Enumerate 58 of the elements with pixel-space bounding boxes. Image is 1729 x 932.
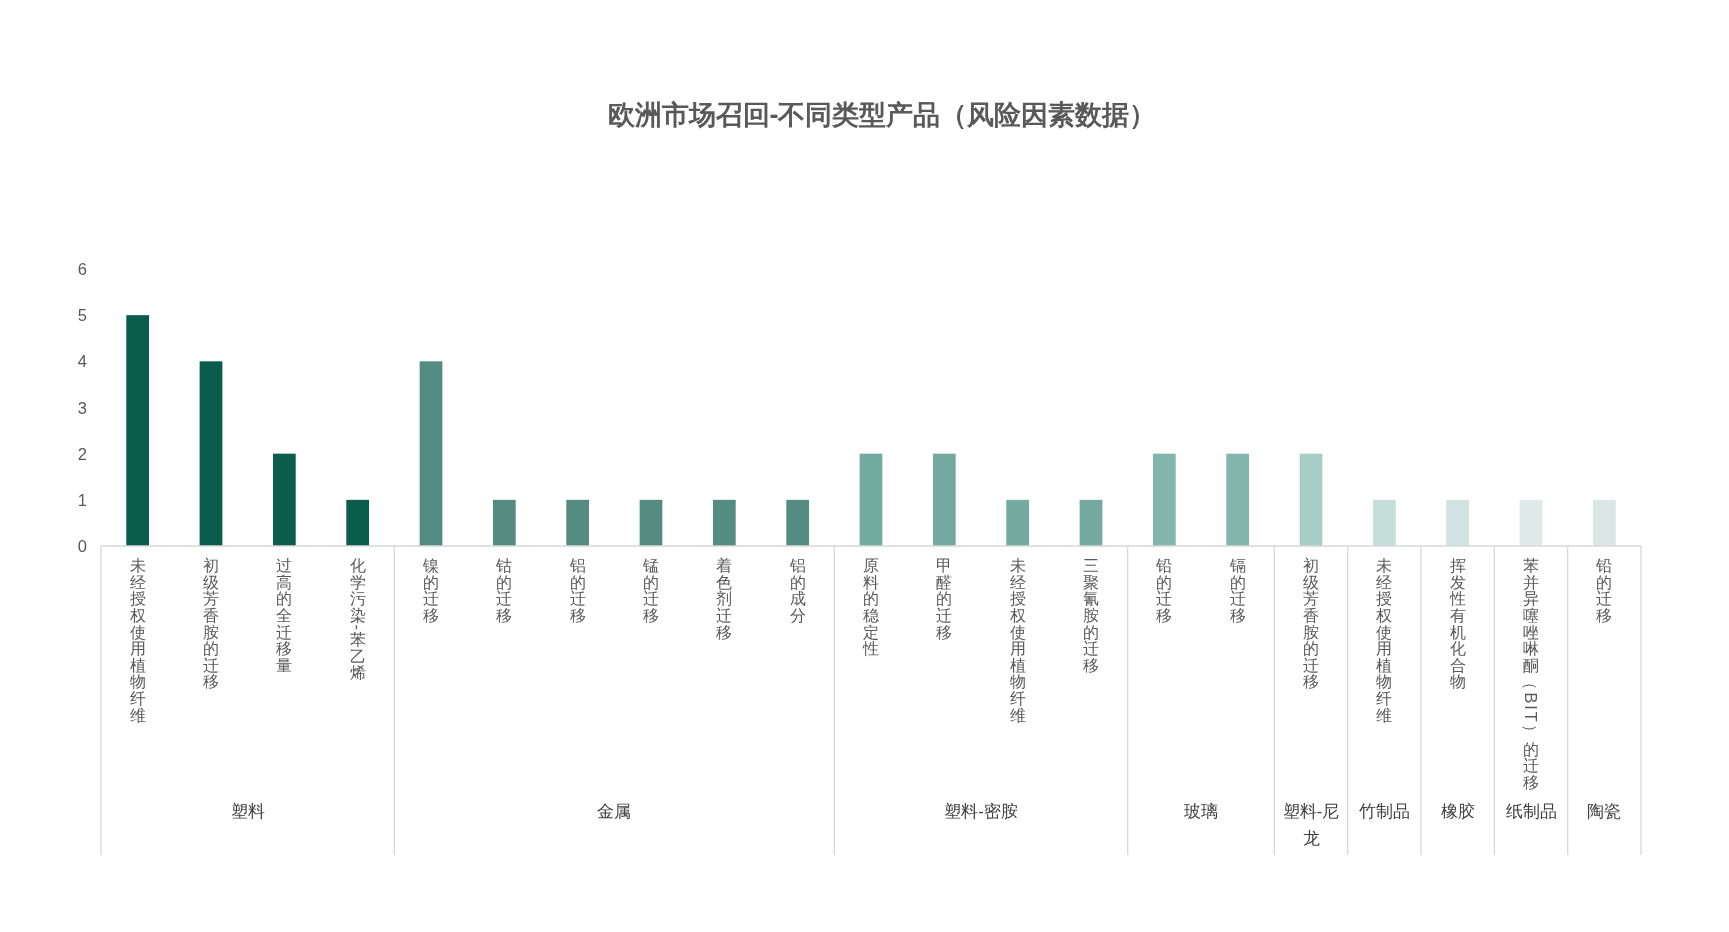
x-tick-label: 挥发性有机化合物 — [1448, 556, 1466, 691]
chart-title: 欧洲市场召回-不同类型产品（风险因素数据） — [607, 100, 1157, 130]
x-tick-label: 钴的迁移 — [495, 556, 513, 624]
y-tick-label: 0 — [77, 537, 87, 555]
bar — [786, 499, 810, 546]
x-tick-label: 着色剂迁移 — [716, 556, 733, 641]
x-tick-label: 甲醛的迁移 — [936, 556, 953, 641]
bar — [639, 499, 663, 546]
bar — [126, 315, 150, 546]
bar — [859, 453, 883, 546]
x-tick-label: 过高的全迁移量 — [276, 556, 293, 674]
bar — [419, 361, 443, 546]
x-tick-label: 初级芳香胺的迁移 — [203, 556, 219, 691]
bar — [1226, 453, 1250, 546]
category-label: 未经授权使用植物纤维 — [1376, 556, 1393, 724]
y-tick-label: 5 — [77, 306, 87, 325]
x-tick-label: 镍的迁移 — [422, 556, 439, 624]
bar — [1006, 499, 1030, 546]
category-label: 未经授权使用植物纤维 — [129, 556, 146, 724]
text: 橡胶 — [1440, 802, 1475, 820]
x-tick-label: 原料的稳定性 — [862, 556, 879, 658]
x-tick-label: 初级芳香胺的迁移 — [1303, 556, 1319, 691]
bar — [1152, 453, 1176, 546]
text: 塑料-尼龙 — [1282, 802, 1340, 847]
bar — [1299, 453, 1323, 546]
text: 竹制品 — [1358, 802, 1410, 820]
text: 塑料 — [230, 802, 265, 820]
bar — [492, 499, 516, 546]
x-tick-label: 铝的迁移 — [568, 556, 586, 624]
bar — [712, 499, 736, 546]
text: 塑料-密胺 — [944, 802, 1018, 820]
text: 金属 — [597, 802, 632, 820]
bar — [272, 453, 296, 546]
y-tick-label: 3 — [77, 398, 87, 417]
bar — [932, 453, 956, 546]
bar — [566, 499, 590, 546]
category-label: 苯并异噻唑啉酮（BIT）的迁移 — [1522, 556, 1541, 792]
x-tick-label: 锰的迁移 — [642, 556, 659, 624]
x-tick-label: 三聚氰胺的迁移 — [1083, 556, 1099, 674]
x-tick-label: 铅的迁移 — [1595, 556, 1613, 624]
bar — [199, 361, 223, 546]
bar — [346, 499, 370, 546]
y-tick-label: 1 — [77, 490, 87, 509]
y-tick-label: 2 — [77, 444, 87, 463]
category-label: 未经授权使用植物纤维 — [1009, 556, 1026, 724]
bar — [1592, 499, 1616, 546]
x-tick-label: 镉的迁移 — [1228, 556, 1246, 624]
bar — [1519, 499, 1543, 546]
bar — [1372, 499, 1396, 546]
bar — [1079, 499, 1103, 546]
text: 纸制品 — [1505, 802, 1557, 820]
x-tick-label: 铅的迁移 — [1155, 556, 1173, 624]
y-tick-label: 6 — [77, 260, 87, 278]
x-tick-label: 铝的成分 — [788, 556, 806, 624]
x-tick-label: 化学污染-苯乙烯 — [348, 556, 367, 682]
y-tick-label: 4 — [77, 352, 87, 371]
text: 陶瓷 — [1587, 802, 1622, 820]
text: 玻璃 — [1184, 802, 1218, 820]
